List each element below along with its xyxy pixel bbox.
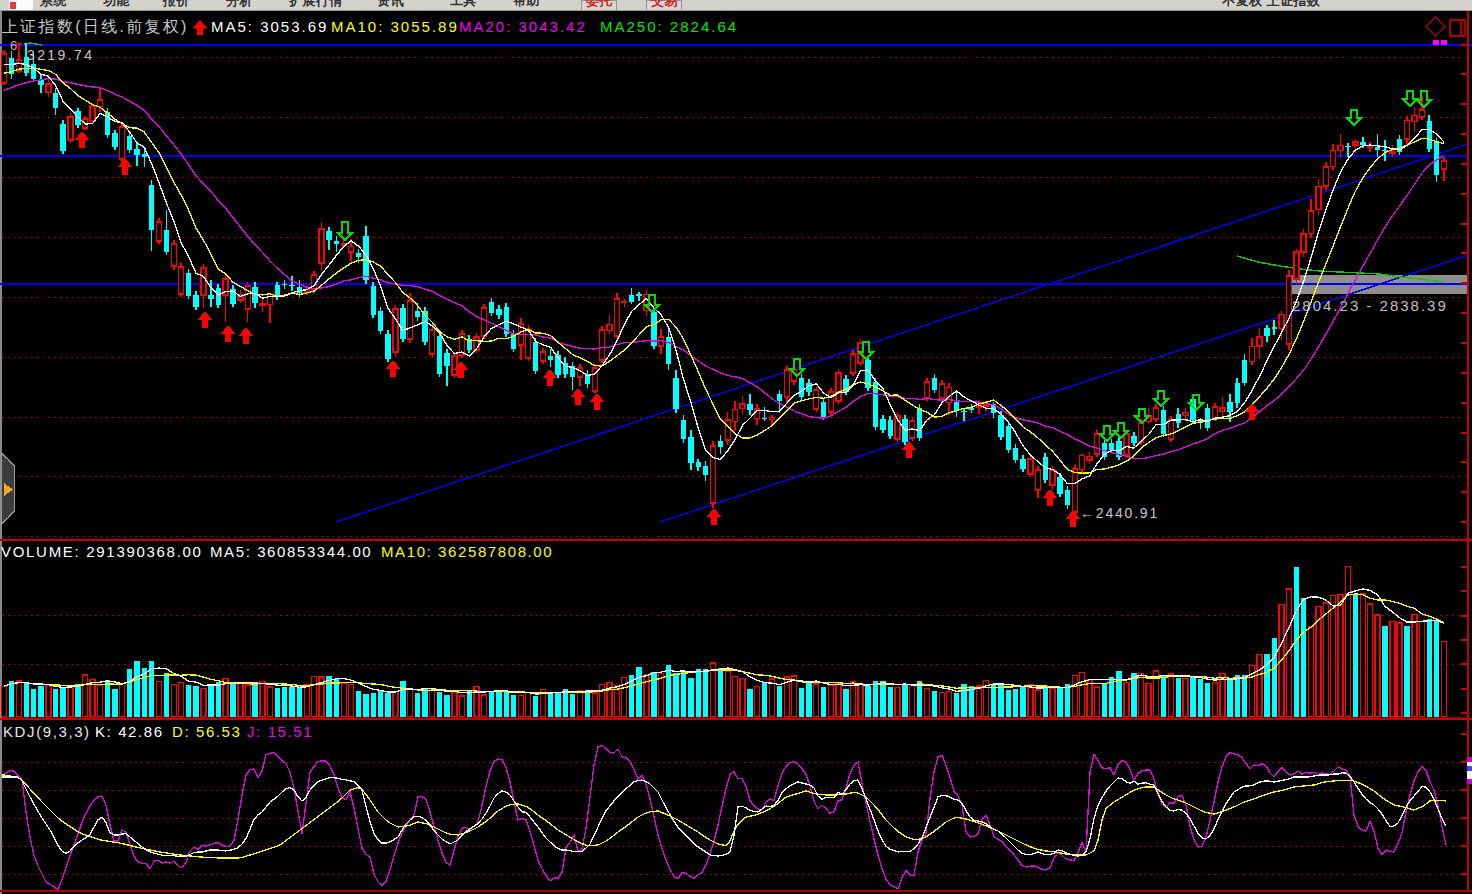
svg-text:6: 6 <box>10 38 17 53</box>
